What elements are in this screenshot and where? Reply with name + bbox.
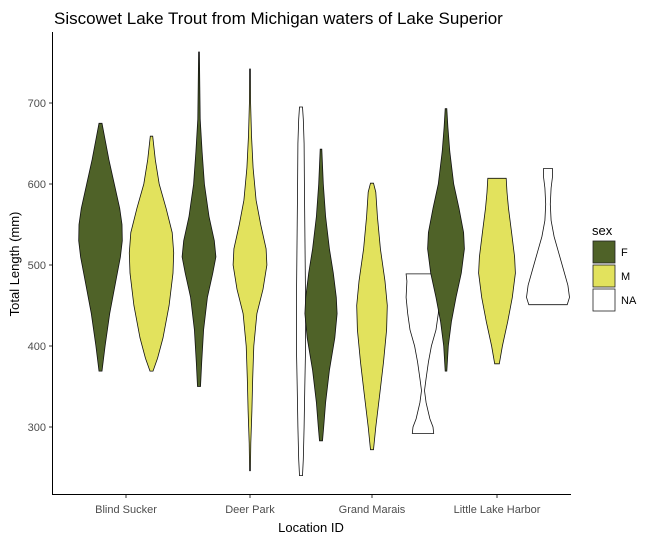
violin-deer-park-m xyxy=(232,68,268,472)
legend-items: FM NA xyxy=(592,240,637,312)
violin-blind-sucker-m xyxy=(128,135,175,372)
x-ticks: Blind Sucker Deer Park Grand Marais Little … xyxy=(95,495,541,516)
violin-little-lake-harbor-m xyxy=(478,177,516,365)
y-tick-label: 500 xyxy=(28,260,46,272)
x-axis-title: Location ID xyxy=(278,520,344,535)
violin-little-lake-harbor-na xyxy=(526,168,570,306)
violin-grand-marais-f xyxy=(304,148,338,442)
y-tick-label: 600 xyxy=(28,179,46,191)
y-tick-label: 700 xyxy=(28,98,46,110)
legend-label-f: F xyxy=(621,247,628,259)
y-ticks: 300 400 500 600 700 xyxy=(28,98,52,434)
violin-blind-sucker-f xyxy=(78,122,123,372)
violin-deer-park-f xyxy=(181,51,217,387)
x-tick-label: Blind Sucker xyxy=(95,504,157,516)
violin-grand-marais-na xyxy=(405,273,441,434)
legend: sex FM NA xyxy=(592,223,637,312)
axes: 300 400 500 600 700 Blind Sucker Deer Park Gra… xyxy=(28,32,571,516)
chart-title: Siscowet Lake Trout from Michigan waters… xyxy=(54,9,503,28)
x-tick-label: Deer Park xyxy=(225,504,275,516)
x-tick-label: Grand Marais xyxy=(339,504,406,516)
y-tick-label: 300 xyxy=(28,422,46,434)
y-axis-title: Total Length (mm) xyxy=(7,212,22,317)
legend-key-m xyxy=(592,264,616,288)
legend-title: sex xyxy=(592,223,613,238)
violin-deer-park-na xyxy=(296,106,306,476)
y-tick-label: 400 xyxy=(28,341,46,353)
violin-little-lake-harbor-f xyxy=(427,108,465,372)
legend-key-f xyxy=(592,240,616,264)
violin-grand-marais-m xyxy=(356,182,388,451)
legend-key-na xyxy=(592,288,616,312)
legend-label-m: M xyxy=(621,271,630,283)
legend-label-na: NA xyxy=(621,295,637,307)
x-tick-label: Little Lake Harbor xyxy=(454,504,541,516)
violin-layer xyxy=(78,51,570,476)
